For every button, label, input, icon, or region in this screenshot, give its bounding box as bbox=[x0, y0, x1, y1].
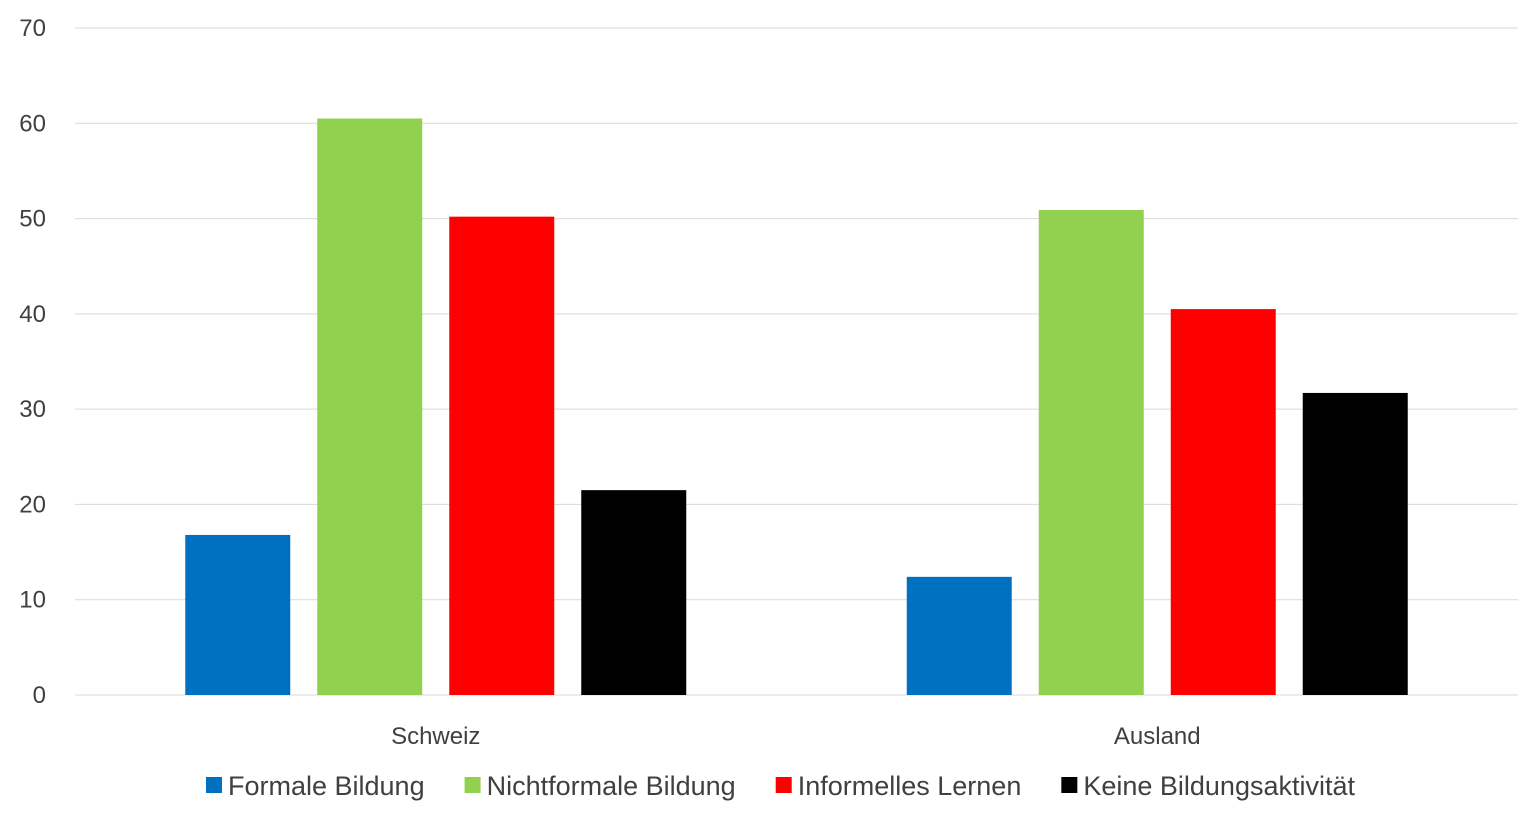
gridlines bbox=[75, 27, 1518, 696]
legend-swatch bbox=[775, 777, 792, 793]
y-tick-label: 30 bbox=[19, 396, 46, 423]
y-tick-label: 20 bbox=[19, 491, 46, 518]
legend-swatch bbox=[1061, 777, 1078, 793]
y-tick-label: 60 bbox=[19, 110, 46, 137]
bar-ausland-3 bbox=[1170, 309, 1276, 695]
legend-swatch bbox=[205, 777, 222, 793]
y-tick-label: 0 bbox=[33, 682, 46, 709]
legend-item: Formale Bildung bbox=[205, 771, 425, 801]
x-category-label: Schweiz bbox=[391, 723, 480, 750]
bar-schweiz-4 bbox=[581, 490, 687, 695]
bar-ausland-1 bbox=[906, 576, 1012, 695]
x-category-label: Ausland bbox=[1114, 723, 1201, 750]
y-tick-label: 50 bbox=[19, 206, 46, 233]
bar-ausland-4 bbox=[1302, 392, 1408, 695]
legend-swatch bbox=[464, 777, 481, 793]
legend-item: Nichtformale Bildung bbox=[464, 771, 736, 801]
legend-item: Keine Bildungsaktivität bbox=[1061, 771, 1355, 801]
legend-label: Formale Bildung bbox=[228, 771, 425, 801]
legend-item: Informelles Lernen bbox=[775, 771, 1022, 801]
y-tick-label: 70 bbox=[19, 15, 46, 42]
y-axis-tick-labels: 0 10 20 30 40 50 60 70 bbox=[19, 15, 46, 709]
legend-label: Informelles Lernen bbox=[798, 771, 1022, 801]
bar-schweiz-3 bbox=[449, 216, 555, 695]
bar-schweiz-1 bbox=[185, 534, 291, 695]
legend-label: Nichtformale Bildung bbox=[487, 771, 736, 801]
y-tick-label: 40 bbox=[19, 301, 46, 328]
bar-schweiz-2 bbox=[317, 118, 423, 696]
bar-ausland-2 bbox=[1038, 209, 1144, 695]
x-axis-category-labels: Schweiz Ausland bbox=[391, 723, 1201, 750]
y-tick-label: 10 bbox=[19, 587, 46, 614]
bars bbox=[185, 118, 1408, 696]
legend: Formale Bildung Nichtformale Bildung Infor… bbox=[205, 771, 1355, 801]
legend-label: Keine Bildungsaktivität bbox=[1083, 771, 1355, 801]
